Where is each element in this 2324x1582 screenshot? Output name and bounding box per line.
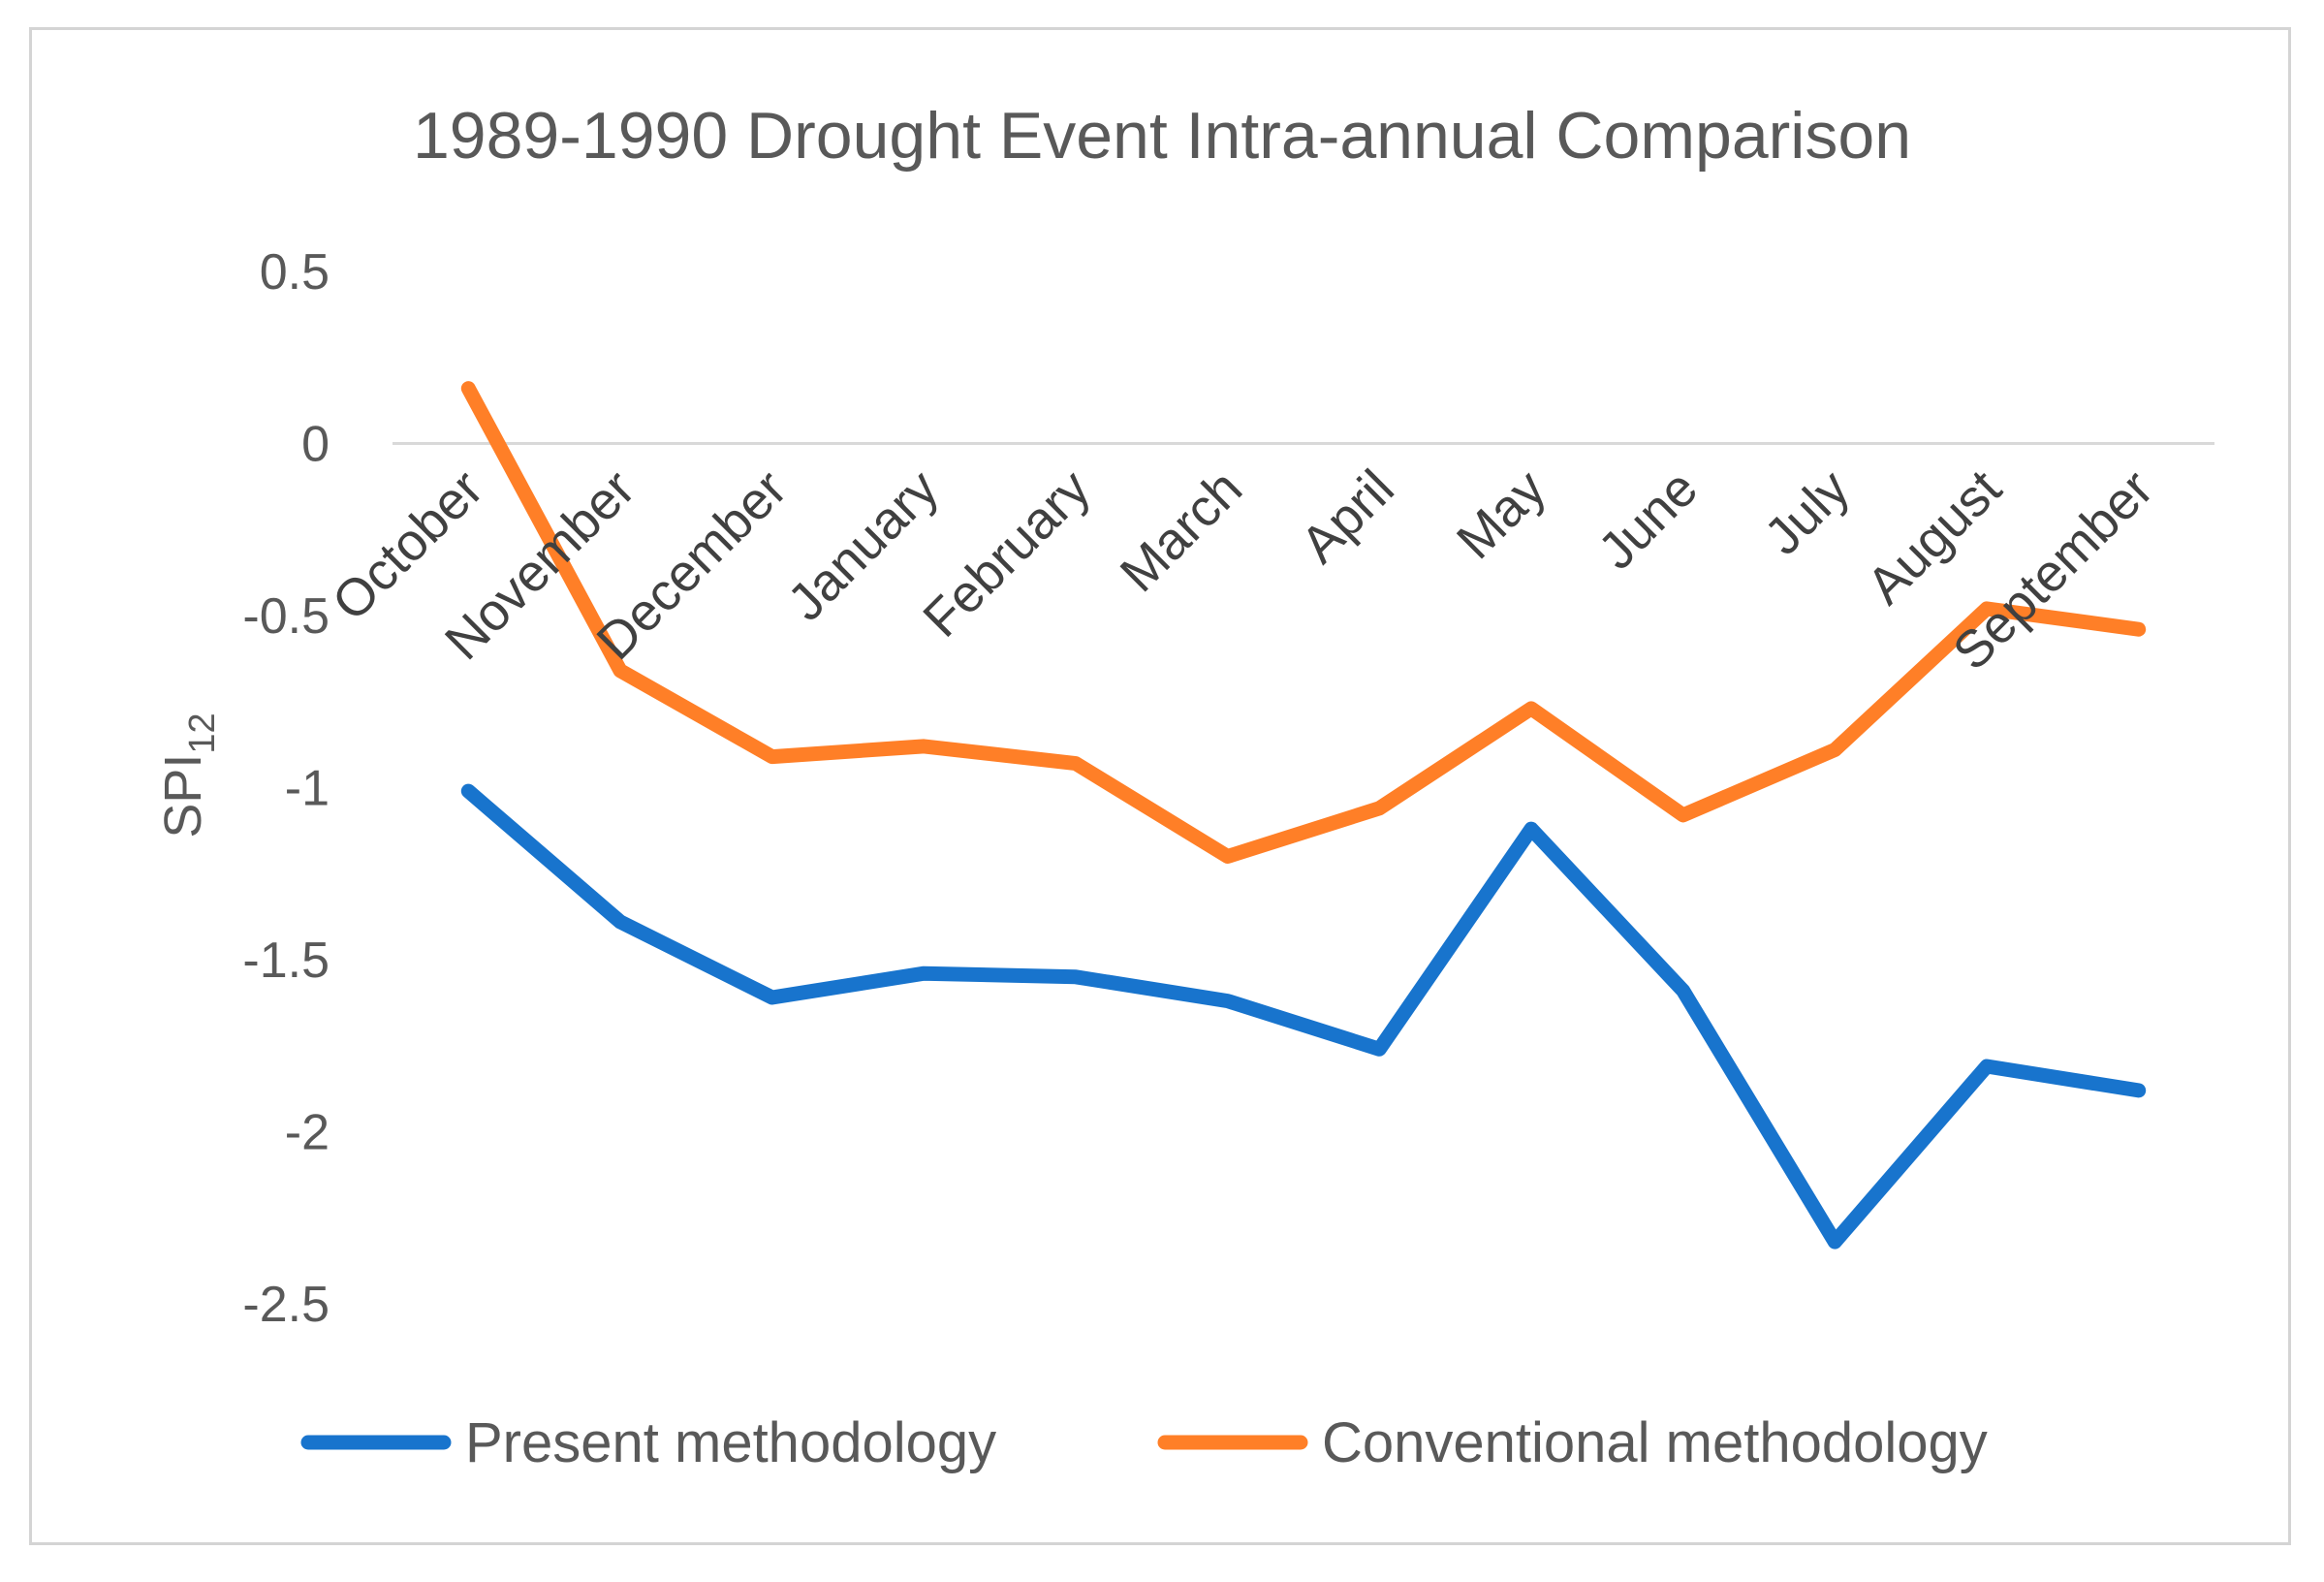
x-category-label: May: [1446, 459, 1557, 571]
y-axis-ticks: 0.5 0 -0.5 -1 -1.5 -2 -2.5: [242, 244, 330, 1333]
y-tick-label: -2: [285, 1105, 330, 1161]
x-category-label: July: [1753, 459, 1860, 566]
x-category-label: June: [1587, 459, 1709, 581]
legend-label-1: Present methodology: [465, 1411, 996, 1474]
legend-label-2: Conventional methodology: [1322, 1411, 1988, 1474]
y-axis-label: SPI12: [154, 712, 223, 838]
legend: Present methodology Conventional methodol…: [300, 1411, 1988, 1474]
series-line-1: [460, 783, 2147, 1250]
y-tick-label: 0: [301, 417, 330, 473]
series-lines: [460, 381, 2147, 1250]
x-category-label: February: [912, 459, 1101, 649]
y-tick-label: -0.5: [242, 588, 330, 645]
y-axis-label-main: SPI: [154, 754, 212, 838]
x-category-label: March: [1110, 459, 1254, 604]
y-tick-label: -1: [285, 761, 330, 817]
y-tick-label: -2.5: [242, 1277, 330, 1333]
svg-text:SPI12: SPI12: [154, 712, 223, 838]
series-line-2: [460, 381, 2147, 864]
chart-frame: [29, 27, 2291, 1545]
y-tick-label: -1.5: [242, 933, 330, 989]
x-category-label: April: [1290, 459, 1405, 575]
y-tick-label: 0.5: [260, 244, 330, 301]
chart-title: 1989-1990 Drought Event Intra-annual Com…: [413, 99, 1911, 173]
y-axis-label-subscript: 12: [182, 712, 223, 753]
